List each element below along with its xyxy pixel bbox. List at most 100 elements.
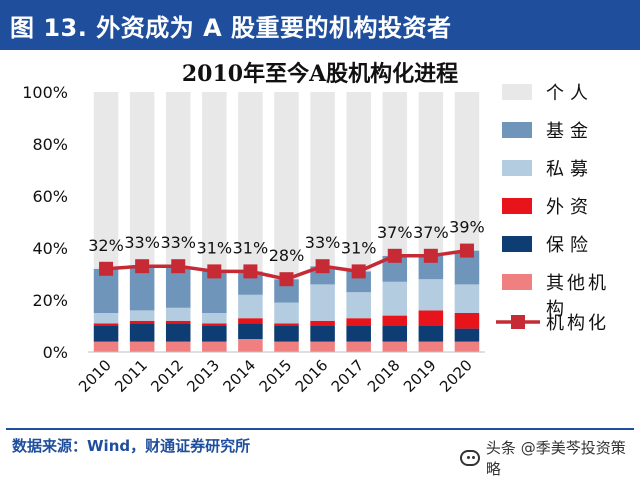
bar-segment-3 xyxy=(418,279,444,311)
bar-segment-0 xyxy=(274,341,299,352)
bar-segment-3 xyxy=(202,313,227,324)
y-tick-label: 40% xyxy=(32,239,68,258)
bar-segment-3 xyxy=(382,281,408,316)
line-marker xyxy=(423,248,438,263)
bar-segment-2 xyxy=(310,320,335,326)
bar-segment-1 xyxy=(202,326,227,342)
line-marker xyxy=(207,264,222,279)
data-label: 33% xyxy=(305,233,341,252)
bar-segment-2 xyxy=(382,315,408,326)
bar-segment-0 xyxy=(346,341,371,352)
bar-segment-2 xyxy=(418,310,444,326)
bar-segment-3 xyxy=(454,284,480,313)
bar-segment-1 xyxy=(346,326,371,342)
legend-swatch xyxy=(502,236,532,252)
legend-swatch xyxy=(502,122,532,138)
bar-segment-1 xyxy=(274,326,299,342)
bar-segment-3 xyxy=(238,294,263,319)
bar-segment-2 xyxy=(454,313,480,329)
line-marker xyxy=(99,261,114,276)
bar-segment-3 xyxy=(165,307,191,321)
bar-segment-5 xyxy=(418,92,444,256)
bar-segment-2 xyxy=(202,323,227,326)
legend-swatch xyxy=(502,84,532,100)
legend-label: 机构化 xyxy=(546,313,609,334)
data-label: 28% xyxy=(269,246,305,265)
stacked-bar-chart: 0%20%40%60%80%100%2010201120122013201420… xyxy=(22,83,609,396)
figure-title: 图 13. 外资成为 A 股重要的机构投资者 xyxy=(10,13,452,42)
bar-segment-5 xyxy=(129,92,155,267)
bar-segment-0 xyxy=(202,341,227,352)
bar-segment-3 xyxy=(93,313,119,324)
x-tick-label: 2011 xyxy=(111,356,151,396)
x-tick-label: 2014 xyxy=(220,356,260,396)
chart-title: 2010年至今A股机构化进程 xyxy=(181,61,459,87)
legend-swatch xyxy=(502,198,532,214)
line-marker xyxy=(459,243,474,258)
legend-label: 私募 xyxy=(546,159,594,180)
line-marker xyxy=(315,259,330,274)
legend-label-cont: 构 xyxy=(546,299,567,320)
bar-segment-0 xyxy=(93,341,119,352)
line-marker xyxy=(135,259,150,274)
data-label: 31% xyxy=(233,238,269,257)
bar-segment-5 xyxy=(454,92,480,251)
bar-segment-5 xyxy=(165,92,191,267)
bar-segment-0 xyxy=(454,341,480,352)
line-marker xyxy=(387,248,402,263)
bar-segment-0 xyxy=(165,341,191,352)
chat-bubble-icon xyxy=(460,450,480,466)
y-tick-label: 0% xyxy=(43,343,68,362)
y-tick-label: 20% xyxy=(32,291,68,310)
source-divider xyxy=(6,428,634,430)
bar-segment-5 xyxy=(238,92,263,272)
legend-label: 其他机 xyxy=(546,273,609,294)
x-tick-label: 2020 xyxy=(436,356,476,396)
bar-segment-5 xyxy=(310,92,335,267)
data-label: 37% xyxy=(377,223,413,242)
source-note: 数据来源：Wind，财通证券研究所 xyxy=(12,437,251,455)
y-tick-label: 60% xyxy=(32,187,68,206)
bar-segment-3 xyxy=(310,284,335,321)
bar-segment-1 xyxy=(129,323,155,342)
bar-segment-5 xyxy=(346,92,371,272)
line-marker xyxy=(243,264,258,279)
data-label: 39% xyxy=(449,218,485,237)
bar-segment-0 xyxy=(382,341,408,352)
bar-segment-1 xyxy=(454,328,480,342)
bar-segment-5 xyxy=(274,92,299,280)
legend-label: 外资 xyxy=(546,197,594,218)
bar-segment-1 xyxy=(382,326,408,342)
bar-segment-4 xyxy=(129,266,155,311)
bar-segment-1 xyxy=(310,326,335,342)
x-tick-label: 2017 xyxy=(328,356,368,396)
x-tick-label: 2016 xyxy=(292,356,332,396)
bar-segment-1 xyxy=(165,323,191,342)
bar-segment-0 xyxy=(238,339,263,352)
data-label: 32% xyxy=(88,236,124,255)
x-tick-label: 2013 xyxy=(183,356,223,396)
bar-segment-1 xyxy=(93,326,119,342)
bar-segment-3 xyxy=(129,310,155,321)
line-marker xyxy=(351,264,366,279)
data-label: 33% xyxy=(124,233,160,252)
bar-segment-3 xyxy=(274,302,299,324)
data-label: 31% xyxy=(341,238,377,257)
bar-segment-2 xyxy=(346,318,371,326)
bar-segment-2 xyxy=(129,320,155,324)
data-label: 31% xyxy=(197,238,233,257)
bar-segment-2 xyxy=(165,320,191,324)
data-label: 33% xyxy=(160,233,196,252)
legend-label: 基金 xyxy=(546,121,594,142)
legend-label: 保险 xyxy=(546,235,594,256)
bar-segment-5 xyxy=(202,92,227,272)
line-marker xyxy=(171,259,186,274)
x-tick-label: 2010 xyxy=(75,356,115,396)
figure-banner: 图 13. 外资成为 A 股重要的机构投资者 xyxy=(0,0,640,50)
x-tick-label: 2019 xyxy=(400,356,440,396)
bar-segment-2 xyxy=(274,323,299,326)
bar-segment-2 xyxy=(238,318,263,324)
bar-segment-4 xyxy=(93,268,119,313)
bar-segment-1 xyxy=(418,326,444,342)
legend-line-marker xyxy=(511,315,525,329)
